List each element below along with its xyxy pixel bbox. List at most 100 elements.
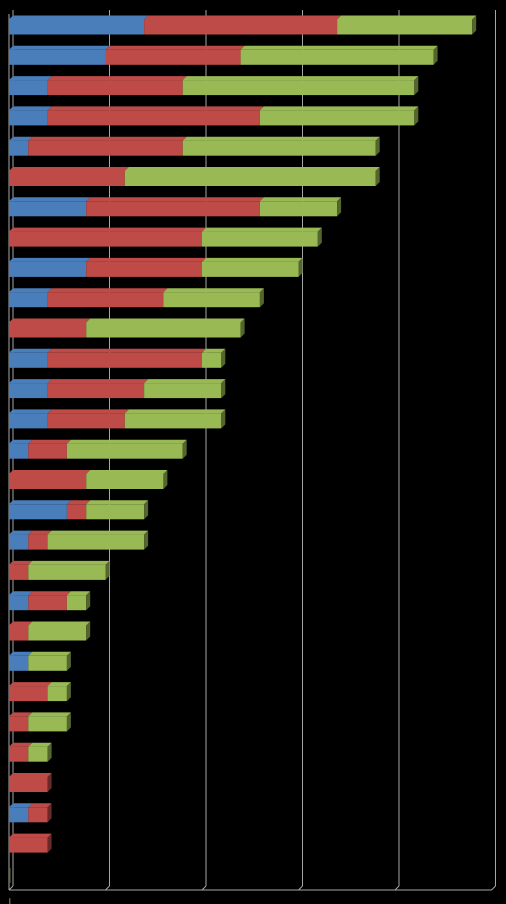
bar-top [9,591,33,596]
bar-segment [47,413,125,429]
bar-top [28,742,52,747]
bar-segment [9,110,48,126]
bar-group-16 [9,470,168,489]
bar-group-5 [9,136,380,156]
bar-segment [28,564,106,580]
bar-segment [28,716,67,732]
bar-segment [337,19,473,35]
bar-segment [9,655,29,671]
bar-group-8 [9,227,322,247]
bar-top [47,530,149,535]
bar-segment [47,110,260,126]
bar-top [28,803,52,808]
bar-segment [259,110,415,126]
bar-top [9,833,52,838]
gridline-floor-20 [394,885,400,891]
bar-top [124,167,380,171]
bar-segment [86,504,145,520]
gridline-floor-5 [105,885,110,891]
bar-top [28,621,91,626]
bar-top [47,379,149,384]
bar-segment [202,231,318,247]
bar-end-cap [221,348,226,368]
bar-group-20 [9,591,91,611]
bar-top [124,409,226,414]
bar-group-19 [9,560,110,580]
bar-end-cap [66,682,71,702]
bar-end-cap [105,560,110,580]
bar-top [9,621,33,626]
bar-top [47,409,129,414]
bar-segment [182,140,376,156]
bar-top [86,500,149,505]
bar-top [337,15,477,20]
bar-top [86,197,264,202]
bar-end-cap [414,106,419,126]
bar-segment [9,352,48,368]
bar-group-1 [9,15,477,35]
bar-group-10 [9,288,264,308]
bar-segment [240,49,434,65]
bar-top [9,470,91,474]
bar-top [47,288,168,293]
bar-segment [9,443,29,459]
bar-segment [105,49,241,65]
bar-segment [86,322,241,338]
bar-top [28,136,187,141]
bar-top [9,348,52,353]
bar-group-22 [9,651,71,671]
bar-group-2 [9,45,438,65]
bar-segment [182,80,415,96]
bar-top [9,76,52,81]
bar-top [240,45,438,50]
bar-segment [124,413,222,429]
bar-end-cap [240,318,245,338]
bar-top [9,560,33,565]
bar-segment [9,292,48,308]
bar-group-27 [9,803,52,823]
bar-top [28,591,71,596]
bar-top [202,348,226,353]
bar-group-24 [9,712,71,732]
bar-top [144,15,342,20]
bar-end-cap [298,257,303,277]
bar-segment [9,231,202,247]
bar-top [9,318,91,323]
bar-top [66,439,187,444]
bar-group-9 [9,257,303,277]
bar-end-cap [414,76,419,96]
bar-top [9,167,129,171]
bar-segment [9,171,125,186]
bar-end-cap [221,409,226,429]
bar-top [47,348,206,353]
bar-top [9,742,33,747]
bar-group-21 [9,621,91,641]
bar-top [105,45,245,50]
bar-segment [9,625,29,641]
bar-top [182,136,380,141]
bar-top [9,439,33,444]
bar-top [182,76,419,81]
bar-top [28,651,71,656]
bar-group-28 [9,833,52,853]
bar-segment [9,595,29,611]
bar-segment [9,80,48,96]
bar-top [9,257,91,262]
bar-end-cap [86,621,91,641]
bar-group-4 [9,106,419,126]
bar-segment [86,474,164,489]
bar-top [9,500,71,505]
bar-top [9,379,52,384]
bar-top [202,227,322,232]
bar-segment [9,474,87,489]
bar-segment [66,595,87,611]
bar-segment [28,443,67,459]
bar-segment [9,564,29,580]
bar-segment [47,383,145,399]
bar-end-cap [144,500,149,520]
bar-top [86,257,206,262]
bar-top [28,530,52,535]
bar-top [9,530,33,535]
bar-segment [28,625,87,641]
